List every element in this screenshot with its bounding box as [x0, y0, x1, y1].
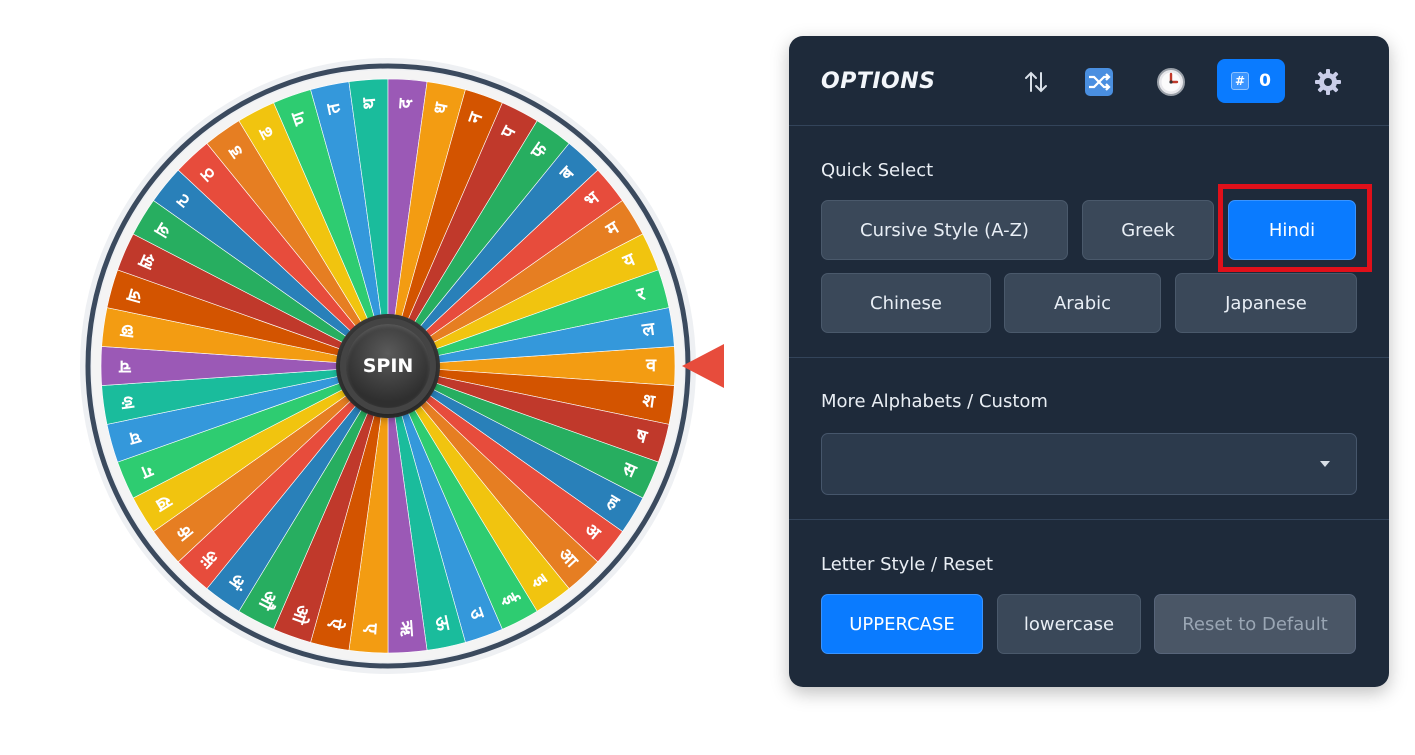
- counter-value: 0: [1259, 71, 1271, 91]
- more-alphabets-label: More Alphabets / Custom: [821, 391, 1048, 412]
- wheel-letter: ङ: [119, 391, 136, 414]
- quick-select-label: Quick Select: [821, 160, 934, 181]
- wheel-letter: द: [395, 97, 417, 110]
- options-title: OPTIONS: [821, 69, 936, 94]
- quick-select-japanese-button[interactable]: Japanese: [1175, 273, 1357, 333]
- wheel-letter: व: [645, 355, 657, 376]
- shuffle-icon[interactable]: [1080, 63, 1118, 101]
- quick-select-hindi-button[interactable]: Hindi: [1228, 200, 1356, 260]
- options-header: OPTIONS # 0: [789, 36, 1389, 126]
- uppercase-button[interactable]: UPPERCASE: [821, 594, 983, 654]
- spinner-wheel[interactable]: व श ष स ह अ आ इ ई उ ऊ ऋ ए ऐ ओ औ अं अः क ख ग घ ङ च छ ज झ ञ ट ठ ड ढ ण त थ द ध न…: [70, 48, 730, 688]
- wheel-letter: ल: [640, 318, 657, 341]
- wheel-letter: छ: [118, 319, 136, 342]
- wheel-letter: थ: [359, 96, 381, 110]
- more-alphabets-section: More Alphabets / Custom: [789, 358, 1389, 520]
- wheel-letter: ध: [430, 100, 453, 116]
- chevron-down-icon: [1320, 461, 1330, 467]
- hash-icon: #: [1231, 72, 1250, 90]
- spin-button[interactable]: SPIN: [340, 318, 436, 414]
- quick-select-greek-button[interactable]: Greek: [1082, 200, 1214, 260]
- quick-select-cursive-button[interactable]: Cursive Style (A-Z): [821, 200, 1068, 260]
- wheel-letter: ऊ: [430, 613, 454, 633]
- clock-icon[interactable]: [1152, 63, 1190, 101]
- wheel-letter: ऋ: [395, 619, 417, 637]
- alphabet-select[interactable]: [821, 433, 1357, 495]
- letter-style-label: Letter Style / Reset: [821, 554, 994, 575]
- options-panel: OPTIONS # 0: [789, 36, 1389, 687]
- sort-arrows-icon[interactable]: [1017, 63, 1055, 101]
- lowercase-button[interactable]: lowercase: [997, 594, 1141, 654]
- hindi-highlight-box: [1218, 184, 1372, 272]
- wheel-letter: च: [118, 356, 132, 377]
- quick-select-section: Quick Select: [789, 126, 1389, 358]
- counter-badge[interactable]: # 0: [1217, 59, 1285, 103]
- gear-icon[interactable]: [1309, 63, 1347, 101]
- wheel-letter: श: [641, 390, 657, 413]
- letter-style-section: Letter Style / Reset: [789, 520, 1389, 687]
- wheel-segment: [387, 307, 675, 367]
- wheel-pointer: [682, 344, 724, 388]
- wheel-letter: ए: [360, 622, 382, 635]
- reset-to-default-button[interactable]: Reset to Default: [1154, 594, 1356, 654]
- quick-select-chinese-button[interactable]: Chinese: [821, 273, 991, 333]
- wheel-letter: ज: [125, 283, 145, 307]
- quick-select-arabic-button[interactable]: Arabic: [1004, 273, 1161, 333]
- wheel-letter: त: [323, 101, 346, 117]
